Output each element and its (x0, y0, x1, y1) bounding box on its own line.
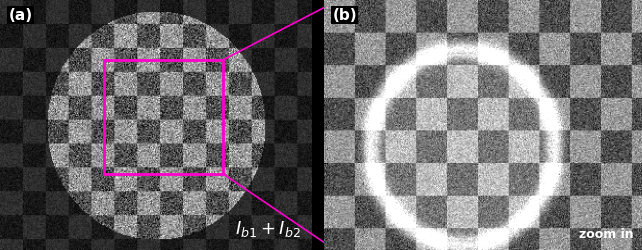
Text: (a): (a) (8, 8, 33, 22)
Text: $I_{b1}+I_{b2}$: $I_{b1}+I_{b2}$ (235, 219, 301, 239)
Bar (104, 60, 223, 174)
Text: (b): (b) (333, 8, 357, 22)
Text: zoom in: zoom in (579, 228, 634, 241)
